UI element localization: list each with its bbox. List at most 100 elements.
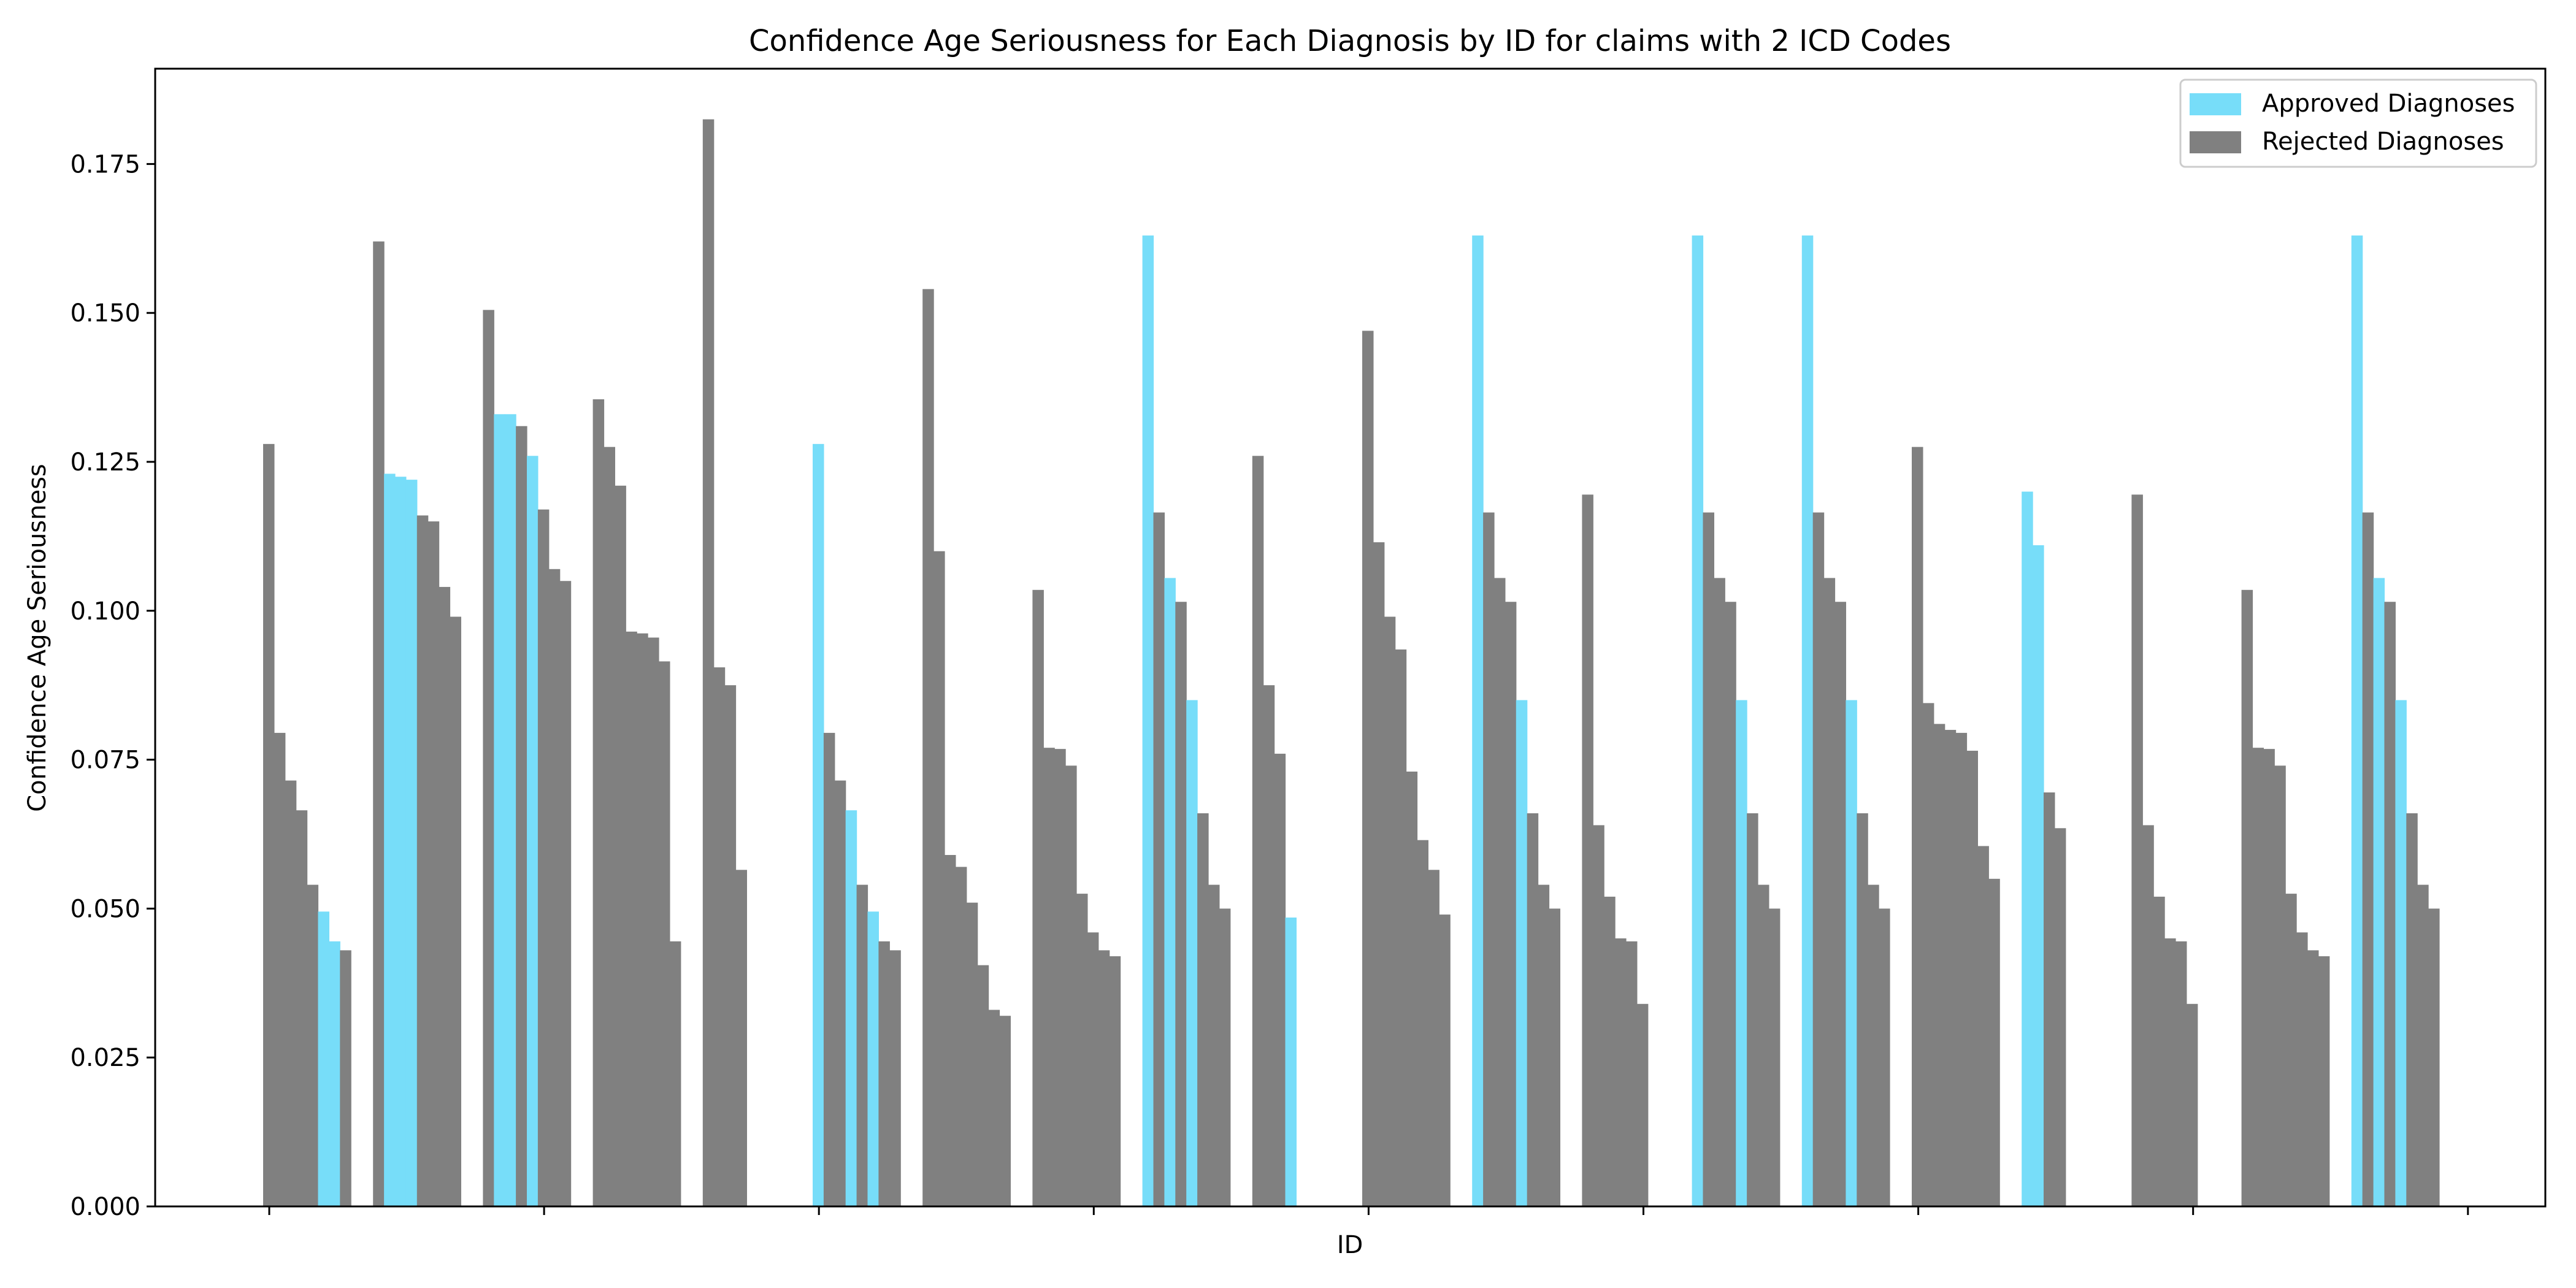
bar-rejected	[1834, 602, 1846, 1206]
legend: Approved Diagnoses Rejected Diagnoses	[2179, 79, 2537, 168]
bar-rejected	[307, 884, 319, 1206]
bar-rejected	[637, 633, 648, 1206]
bar-rejected	[1714, 578, 1725, 1206]
legend-box	[2179, 79, 2537, 168]
bar-rejected	[450, 616, 461, 1206]
bar-rejected	[1988, 878, 2000, 1206]
bar-rejected	[1636, 1003, 1649, 1206]
bar-rejected	[1263, 685, 1275, 1206]
bar-rejected	[1582, 494, 1593, 1207]
bar-rejected	[669, 941, 681, 1206]
bar-rejected	[1857, 813, 1868, 1206]
bar-approved	[1801, 235, 1814, 1207]
bar-rejected	[1373, 542, 1385, 1206]
bar-approved	[2351, 235, 2363, 1207]
bar-rejected	[1054, 749, 1066, 1206]
bar-rejected	[1428, 870, 1439, 1206]
bar-rejected	[340, 950, 351, 1206]
bar-rejected	[548, 569, 561, 1206]
bar-rejected	[1208, 884, 1220, 1206]
bar-rejected	[1549, 908, 1560, 1206]
bar-rejected	[2263, 749, 2275, 1206]
bar-rejected	[1725, 602, 1736, 1206]
bar-rejected	[648, 637, 659, 1206]
bar-rejected	[1197, 813, 1209, 1206]
bar-rejected	[2186, 1003, 2198, 1206]
bar-approved	[2373, 578, 2385, 1206]
bar-rejected	[559, 581, 572, 1206]
bar-approved	[1186, 700, 1198, 1206]
bar-rejected	[823, 732, 835, 1206]
bar-rejected	[945, 854, 956, 1206]
bar-rejected	[626, 631, 637, 1206]
bar-rejected	[1944, 730, 1957, 1206]
bar-rejected	[2153, 896, 2165, 1206]
x-axis-title: ID	[1337, 1231, 1363, 1259]
bar-rejected	[1109, 956, 1121, 1206]
bar-rejected	[1922, 703, 1934, 1206]
legend-label-rejected: Rejected Diagnoses	[2262, 128, 2504, 156]
bar-rejected	[724, 685, 737, 1206]
bar-rejected	[2318, 956, 2330, 1206]
bar-rejected	[2285, 894, 2297, 1206]
bar-rejected	[856, 884, 868, 1206]
bar-rejected	[285, 780, 297, 1206]
legend-swatch-rejected	[2190, 131, 2241, 153]
legend-swatch-approved	[2190, 93, 2241, 115]
y-tick-label: 0.125	[70, 448, 140, 477]
bar-approved	[1285, 917, 1297, 1206]
bar-rejected	[1758, 884, 1769, 1206]
bar-rejected	[427, 521, 440, 1206]
bar-rejected	[1977, 846, 1989, 1206]
bar-approved	[1142, 235, 1154, 1207]
bar-approved	[813, 443, 824, 1206]
bar-rejected	[1505, 602, 1517, 1206]
y-tick-label: 0.100	[70, 597, 140, 626]
bar-rejected	[274, 732, 286, 1206]
bar-rejected	[1812, 512, 1825, 1206]
bar-rejected	[2384, 602, 2396, 1206]
bar-rejected	[1439, 914, 1451, 1206]
bar-rejected	[955, 867, 967, 1206]
bar-rejected	[2362, 512, 2374, 1206]
bar-rejected	[834, 780, 846, 1206]
bar-approved	[2033, 545, 2044, 1207]
bar-approved	[527, 456, 539, 1206]
bar-rejected	[1076, 894, 1088, 1206]
y-tick-label: 0.175	[70, 150, 140, 178]
bar-rejected	[1615, 938, 1627, 1206]
bar-approved	[1692, 235, 1704, 1207]
bar-rejected	[2428, 908, 2440, 1206]
bar-rejected	[1153, 512, 1165, 1206]
bar-approved	[405, 480, 418, 1206]
bar-rejected	[2131, 494, 2143, 1207]
bar-approved	[867, 911, 879, 1206]
bar-rejected	[1768, 908, 1781, 1206]
bar-rejected	[1747, 813, 1758, 1206]
chart-title: Confidence Age Seriousness for Each Diag…	[749, 24, 1951, 58]
bar-rejected	[1879, 908, 1890, 1206]
bar-rejected	[2142, 825, 2154, 1206]
bar-rejected	[1483, 512, 1495, 1206]
bar-rejected	[1538, 884, 1550, 1206]
bar-rejected	[2406, 813, 2418, 1206]
bar-rejected	[1032, 589, 1044, 1206]
bar-approved	[1846, 700, 1857, 1206]
bar-approved	[329, 941, 340, 1206]
bar-rejected	[483, 310, 494, 1207]
bar-rejected	[2241, 589, 2253, 1206]
bar-rejected	[604, 447, 615, 1207]
bar-approved	[1736, 700, 1747, 1206]
bar-rejected	[1252, 456, 1264, 1206]
bar-rejected	[516, 426, 527, 1206]
bar-approved	[505, 414, 516, 1206]
bar-rejected	[702, 119, 715, 1206]
y-tick-label: 0.075	[70, 746, 140, 775]
bar-rejected	[2044, 792, 2055, 1206]
bar-rejected	[416, 515, 429, 1206]
bar-rejected	[1219, 908, 1231, 1206]
bar-rejected	[1043, 748, 1055, 1206]
bars-layer	[263, 119, 2440, 1207]
y-axis-title: Confidence Age Seriousness	[23, 464, 52, 812]
